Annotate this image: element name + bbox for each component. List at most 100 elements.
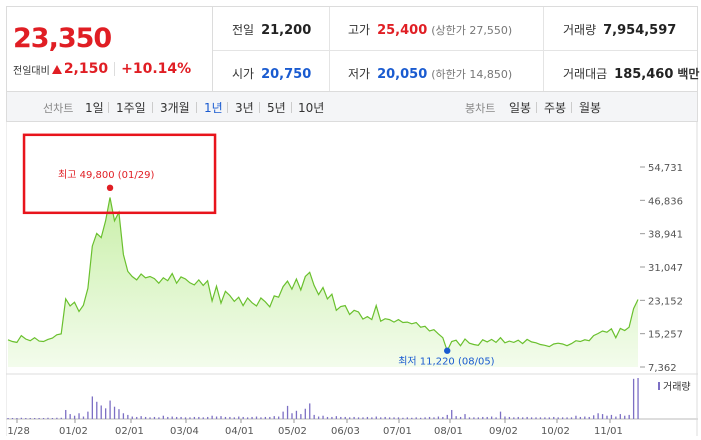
volume-bar [38,418,40,419]
x-tick-label: 07/01 [383,426,412,436]
y-tick-label: 38,941 [648,230,683,241]
volume-bar [517,416,519,419]
price-area [8,197,638,367]
volume-bar [344,416,346,419]
current-price: 23,350 [13,23,112,54]
volume-bar [499,411,502,419]
volume-bar [597,413,599,419]
stat-label: 저가 [348,67,371,81]
change-percent: +10.14% [121,61,192,77]
volume-bar [251,416,253,419]
volume-bar [255,416,258,419]
volume-bar [215,416,218,419]
volume-bar [246,417,249,419]
volume-bar [482,416,484,419]
divider [536,102,537,113]
volume-bar [415,417,417,419]
tab-3y[interactable]: 3년 [235,101,254,115]
volume-bar [530,417,533,419]
volume-bar [637,378,639,419]
volume-bar [282,411,284,419]
stat-value: 20,750 [261,67,312,82]
volume-bar [442,416,444,419]
volume-bar [304,408,306,419]
x-tick-label: 02/01 [115,426,144,436]
volume-bar [455,416,457,419]
volume-bar [375,416,377,419]
stock-widget: 23,350 전일대비 2,150 +10.14% 전일 21,200 고가 2… [6,6,700,436]
volume-bar [140,416,142,419]
volume-bar [402,417,404,419]
volume-bar [473,417,475,419]
y-tick-label: 31,047 [648,263,683,274]
volume-bar [207,416,209,419]
volume-bar [180,416,182,419]
volume-bar [73,415,76,419]
y-tick-label: 7,362 [648,363,677,374]
x-tick-label: 05/02 [278,426,307,436]
volume-bar [544,417,546,419]
stat-high: 고가 25,400 (상한가 27,550) [348,21,512,38]
stat-low: 저가 20,050 (하한가 14,850) [348,65,512,82]
x-tick-label: 11/01 [594,426,623,436]
divider [329,7,330,91]
volume-bar [380,417,382,419]
volume-bar [211,415,213,419]
tab-5y[interactable]: 5년 [267,101,286,115]
volume-bar [535,417,537,419]
volume-bar [548,417,550,419]
volume-bar [584,416,586,419]
volume-bar [291,413,293,419]
stat-open: 시가 20,750 [232,65,311,82]
y-tick-label: 54,731 [648,163,683,174]
volume-bar [561,417,564,419]
stat-label: 거래대금 [563,67,608,81]
volume-bar [56,417,58,419]
chart-tab-bar: 선차트 1일 1주일 3개월 1년 3년 5년 10년 봉차트 일봉 주봉 월봉 [6,92,698,122]
tab-weekly[interactable]: 주봉 [544,101,567,115]
amount-unit: 백만 [677,67,700,81]
volume-bar [202,417,204,419]
volume-bar [113,406,116,419]
high-marker [106,184,114,192]
volume-bar [340,416,342,419]
tab-monthly[interactable]: 월봉 [579,101,602,115]
volume-bar [446,414,448,419]
volume-bar [229,416,231,419]
volume-bar [7,418,9,419]
volume-bar [513,417,515,419]
x-tick-label: 03/04 [170,426,199,436]
tab-daily[interactable]: 일봉 [509,101,532,115]
volume-bar [144,416,147,419]
volume-bar [624,415,626,419]
tab-3m[interactable]: 3개월 [160,101,190,115]
volume-bar [87,411,89,419]
volume-bar [579,416,582,419]
volume-bar [300,414,302,419]
x-tick-label: 09/02 [489,426,518,436]
volume-bar [153,416,156,419]
volume-bar [295,410,298,419]
tab-1y[interactable]: 1년 [204,101,223,115]
tab-1w[interactable]: 1주일 [116,101,146,115]
volume-bar [60,417,62,419]
volume-bar [158,417,160,419]
tab-1d[interactable]: 1일 [85,101,104,115]
volume-bar [149,417,151,419]
volume-bar [393,417,395,419]
candle-chart-label: 봉차트 [465,102,496,115]
volume-bar [167,416,169,419]
stat-prev-close: 전일 21,200 [232,21,311,38]
volume-bar [286,405,289,419]
volume-bar [105,408,107,419]
volume-bar [136,416,138,419]
volume-bar [260,417,262,419]
stat-value: 185,460 [614,67,674,82]
volume-bar [193,416,196,419]
stat-label: 시가 [232,67,255,81]
volume-legend: 거래량 [663,381,691,393]
tab-10y[interactable]: 10년 [298,101,325,115]
volume-bar [96,401,98,419]
highlight-box [22,133,217,215]
volume-bar [78,413,80,419]
